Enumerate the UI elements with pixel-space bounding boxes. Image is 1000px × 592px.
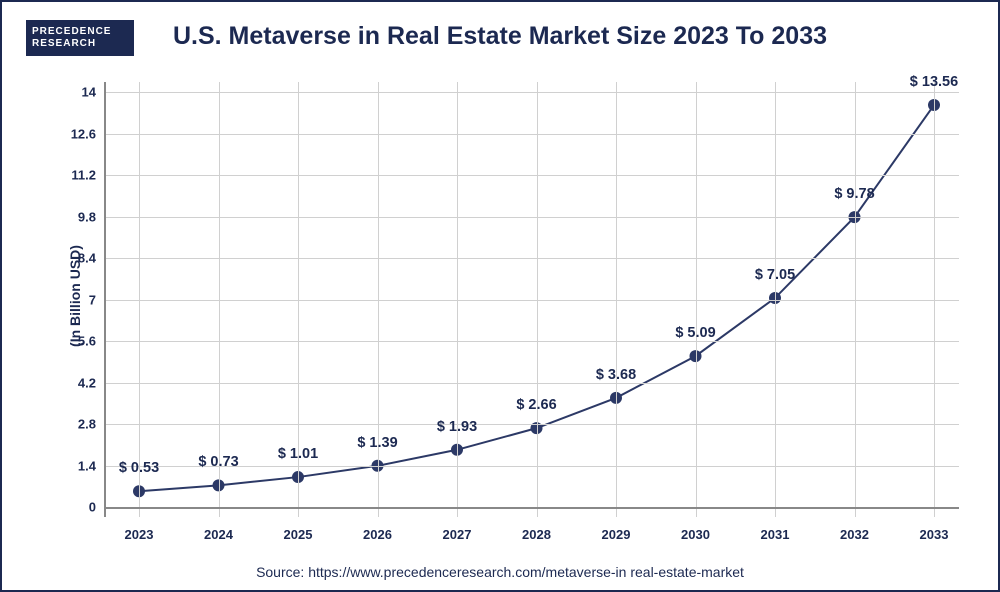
y-tick-label: 9.8 — [54, 209, 104, 224]
logo-line-1: PRECEDENCE — [32, 26, 128, 38]
y-tick-label: 5.6 — [54, 334, 104, 349]
data-label: $ 9.78 — [834, 186, 874, 202]
y-tick-label: 2.8 — [54, 417, 104, 432]
grid-line-horizontal — [104, 341, 959, 342]
y-tick-label: 14 — [54, 85, 104, 100]
grid-line-vertical — [139, 82, 140, 517]
x-tick-label: 2025 — [284, 517, 313, 542]
x-tick-label: 2030 — [681, 517, 710, 542]
data-label: $ 1.39 — [357, 435, 397, 451]
y-tick-label: 8.4 — [54, 251, 104, 266]
source-citation: Source: https://www.precedenceresearch.c… — [2, 564, 998, 580]
data-label: $ 7.05 — [755, 267, 795, 283]
logo-line-2: RESEARCH — [32, 38, 128, 50]
x-tick-label: 2031 — [761, 517, 790, 542]
x-tick-label: 2033 — [920, 517, 949, 542]
brand-logo: PRECEDENCE RESEARCH — [26, 20, 134, 56]
grid-line-horizontal — [104, 134, 959, 135]
data-label: $ 0.73 — [198, 454, 238, 470]
y-tick-label: 7 — [54, 292, 104, 307]
grid-line-vertical — [616, 82, 617, 517]
data-label: $ 0.53 — [119, 460, 159, 476]
grid-line-horizontal — [104, 92, 959, 93]
y-tick-label: 1.4 — [54, 458, 104, 473]
data-label: $ 1.01 — [278, 446, 318, 462]
grid-line-horizontal — [104, 175, 959, 176]
grid-line-vertical — [934, 82, 935, 517]
y-tick-label: 4.2 — [54, 375, 104, 390]
grid-line-horizontal — [104, 383, 959, 384]
grid-line-vertical — [775, 82, 776, 517]
data-label: $ 3.68 — [596, 367, 636, 383]
grid-line-vertical — [457, 82, 458, 517]
grid-line-horizontal — [104, 424, 959, 425]
grid-line-vertical — [378, 82, 379, 517]
grid-line-vertical — [855, 82, 856, 517]
data-label: $ 1.93 — [437, 419, 477, 435]
chart-container: PRECEDENCE RESEARCH U.S. Metaverse in Re… — [0, 0, 1000, 592]
x-tick-label: 2028 — [522, 517, 551, 542]
chart-title: U.S. Metaverse in Real Estate Market Siz… — [2, 2, 998, 51]
x-tick-label: 2032 — [840, 517, 869, 542]
grid-line-horizontal — [104, 217, 959, 218]
x-axis-line — [104, 507, 959, 509]
y-tick-label: 11.2 — [54, 168, 104, 183]
grid-line-horizontal — [104, 258, 959, 259]
grid-line-horizontal — [104, 300, 959, 301]
x-tick-label: 2023 — [125, 517, 154, 542]
grid-line-vertical — [696, 82, 697, 517]
grid-line-vertical — [219, 82, 220, 517]
x-tick-label: 2027 — [443, 517, 472, 542]
x-tick-label: 2029 — [602, 517, 631, 542]
data-label: $ 5.09 — [675, 325, 715, 341]
data-label: $ 2.66 — [516, 397, 556, 413]
grid-line-vertical — [537, 82, 538, 517]
y-axis-line — [104, 82, 106, 517]
x-tick-label: 2024 — [204, 517, 233, 542]
x-tick-label: 2026 — [363, 517, 392, 542]
y-tick-label: 0 — [54, 500, 104, 515]
data-label: $ 13.56 — [910, 74, 958, 90]
y-tick-label: 12.6 — [54, 126, 104, 141]
plot-area: 01.42.84.25.678.49.811.212.6142023202420… — [104, 82, 959, 517]
